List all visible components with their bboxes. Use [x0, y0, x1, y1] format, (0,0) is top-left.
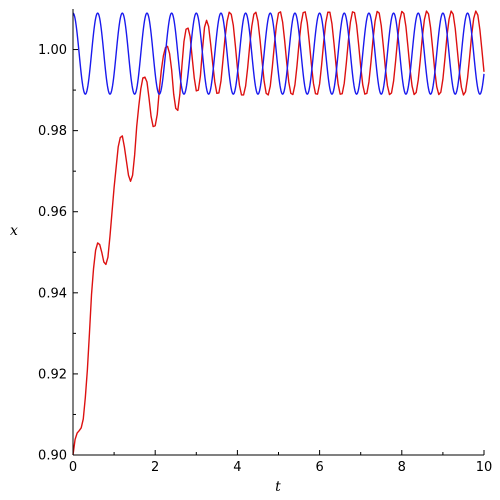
- x-tick-label: 6: [315, 460, 323, 475]
- x-tick-label: 0: [69, 460, 77, 475]
- y-axis-label: x: [10, 223, 18, 239]
- y-tick-label: 0.90: [38, 449, 67, 464]
- y-tick-label: 1.00: [38, 43, 67, 58]
- axes-layer: 0 2 4 6 8 10 0.90 0.92 0.94 0.96 0.98 1.00: [38, 9, 492, 475]
- y-tick-label: 0.94: [38, 286, 67, 301]
- x-tick-label: 8: [398, 460, 406, 475]
- x-tick-label: 2: [151, 460, 159, 475]
- series-layer: [72, 10, 485, 456]
- y-tick-label: 0.92: [38, 367, 67, 382]
- y-tick-label: 0.96: [38, 205, 67, 220]
- series-line-red: [72, 10, 485, 456]
- x-tick-label: 4: [233, 460, 241, 475]
- y-tick-label: 0.98: [38, 124, 67, 139]
- x-axis-label: t: [275, 479, 281, 495]
- series-line-blue: [72, 12, 485, 95]
- x-tick-label: 10: [476, 460, 493, 475]
